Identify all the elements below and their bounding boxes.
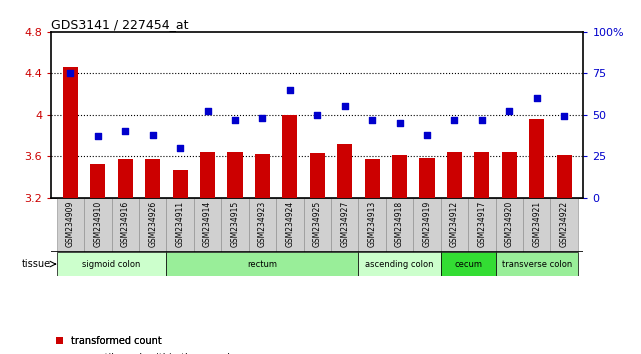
Text: rectum: rectum (247, 259, 278, 269)
Bar (304, 198, 331, 252)
Point (531, 95, 542, 101)
Legend: percentile rank within the sample: percentile rank within the sample (56, 353, 236, 354)
Bar (331, 198, 358, 252)
Point (285, 87, 295, 93)
Bar (358, 198, 386, 252)
Point (121, 129, 131, 134)
Point (422, 132, 432, 137)
Text: GSM234911: GSM234911 (176, 200, 185, 246)
Bar (495, 252, 578, 276)
Bar (447, 152, 462, 198)
Text: GSM234919: GSM234919 (422, 200, 431, 247)
Bar (167, 198, 194, 252)
Point (559, 114, 569, 119)
Text: GSM234921: GSM234921 (532, 200, 541, 246)
Text: GSM234915: GSM234915 (231, 200, 240, 247)
Text: GDS3141 / 227454_at: GDS3141 / 227454_at (51, 18, 189, 31)
Point (93, 133, 103, 139)
Bar (310, 153, 325, 198)
Bar (413, 198, 441, 252)
Text: tissue: tissue (22, 259, 51, 269)
Bar (392, 155, 407, 198)
Text: GSM234916: GSM234916 (121, 200, 130, 247)
Bar (441, 198, 468, 252)
Bar (358, 252, 441, 276)
Bar (200, 152, 215, 198)
Bar (365, 159, 379, 198)
Bar (112, 198, 139, 252)
Point (230, 117, 240, 122)
Point (449, 117, 460, 122)
Point (257, 115, 267, 121)
Text: GSM234910: GSM234910 (94, 200, 103, 247)
Text: GSM234920: GSM234920 (504, 200, 514, 247)
Bar (282, 115, 297, 198)
Bar (57, 198, 84, 252)
Bar (84, 198, 112, 252)
Text: GSM234927: GSM234927 (340, 200, 349, 247)
Text: cecum: cecum (454, 259, 482, 269)
Point (477, 117, 487, 122)
Bar (167, 252, 358, 276)
Bar (474, 152, 489, 198)
Bar (139, 198, 167, 252)
Point (175, 145, 185, 151)
Bar (386, 198, 413, 252)
Bar (118, 159, 133, 198)
Point (394, 120, 404, 126)
Bar (146, 159, 160, 198)
Bar (495, 198, 523, 252)
Text: sigmoid colon: sigmoid colon (83, 259, 141, 269)
Bar (468, 198, 495, 252)
Point (147, 132, 158, 137)
Text: GSM234925: GSM234925 (313, 200, 322, 247)
Text: transverse colon: transverse colon (501, 259, 572, 269)
Bar (221, 198, 249, 252)
Bar (63, 67, 78, 198)
Text: ascending colon: ascending colon (365, 259, 434, 269)
Point (340, 104, 350, 109)
Point (65, 70, 76, 76)
Bar (276, 198, 304, 252)
Bar (523, 198, 551, 252)
Text: GSM234917: GSM234917 (478, 200, 487, 247)
Bar (529, 119, 544, 198)
Text: GSM234926: GSM234926 (148, 200, 157, 247)
Bar (172, 170, 188, 198)
Bar (551, 198, 578, 252)
Bar (57, 252, 167, 276)
Text: GSM234912: GSM234912 (450, 200, 459, 246)
Text: GSM234909: GSM234909 (66, 200, 75, 247)
Bar (337, 144, 353, 198)
Bar (441, 252, 495, 276)
Text: GSM234918: GSM234918 (395, 200, 404, 246)
Text: GSM234922: GSM234922 (560, 200, 569, 246)
Bar (556, 155, 572, 198)
Text: GSM234914: GSM234914 (203, 200, 212, 247)
Point (504, 109, 514, 114)
Text: GSM234924: GSM234924 (285, 200, 294, 247)
Point (203, 109, 213, 114)
Text: GSM234913: GSM234913 (368, 200, 377, 247)
Bar (419, 158, 435, 198)
Legend: transformed count: transformed count (56, 336, 162, 346)
Bar (255, 154, 270, 198)
Bar (228, 152, 242, 198)
Point (367, 117, 378, 122)
Point (312, 112, 322, 118)
Bar (90, 164, 105, 198)
Bar (194, 198, 221, 252)
Text: GSM234923: GSM234923 (258, 200, 267, 247)
Bar (249, 198, 276, 252)
Bar (502, 152, 517, 198)
